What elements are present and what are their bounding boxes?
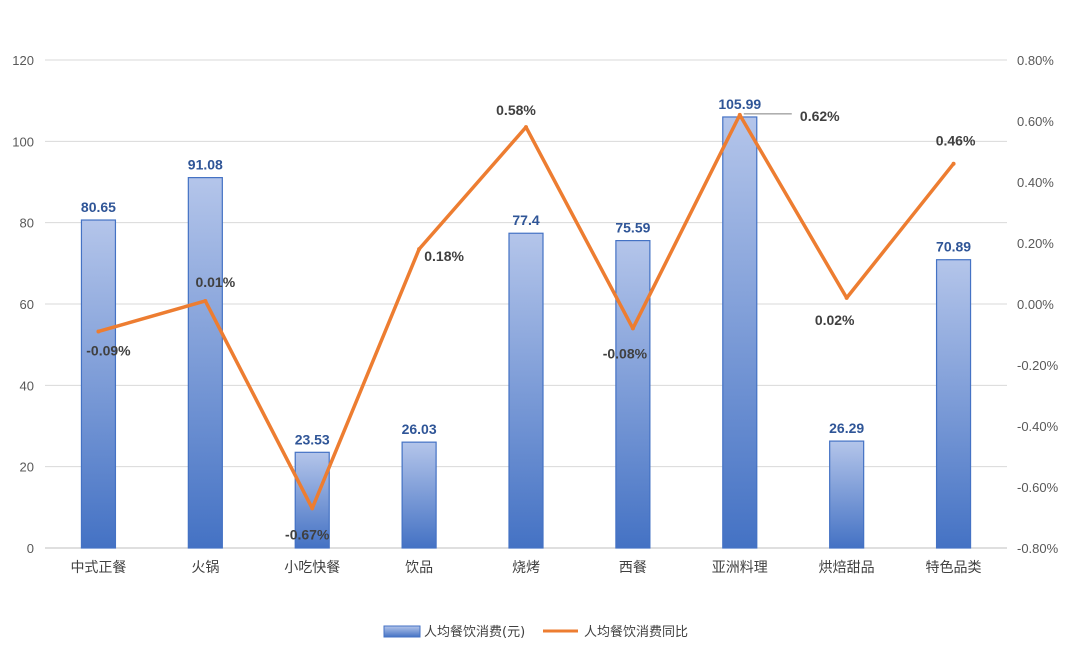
bar-data-label: 80.65 xyxy=(81,199,116,215)
line-point xyxy=(417,247,422,252)
category-label: 西餐 xyxy=(619,560,647,576)
category-label: 亚洲料理 xyxy=(712,560,768,576)
bar-data-label: 23.53 xyxy=(295,431,330,447)
bar xyxy=(615,240,651,549)
right-tick-label: -0.20% xyxy=(1017,358,1059,373)
right-tick-label: -0.60% xyxy=(1017,480,1059,495)
bar-data-label: 105.99 xyxy=(718,96,761,112)
bar xyxy=(401,441,437,549)
category-label: 中式正餐 xyxy=(70,560,126,576)
right-tick-label: -0.80% xyxy=(1017,541,1059,556)
line-data-label: -0.09% xyxy=(86,342,131,358)
line-data-label: 0.62% xyxy=(800,108,840,124)
left-tick-label: 120 xyxy=(12,53,34,68)
bar-data-label: 75.59 xyxy=(615,220,650,236)
line-data-label: -0.67% xyxy=(285,526,330,542)
right-tick-label: 0.80% xyxy=(1017,53,1054,68)
category-label: 小吃快餐 xyxy=(284,560,340,576)
bar xyxy=(829,440,865,549)
line-point xyxy=(737,112,742,117)
category-label: 特色品类 xyxy=(926,559,982,576)
legend-line-label: 人均餐饮消费同比 xyxy=(584,624,688,640)
legend-bar-label: 人均餐饮消费(元) xyxy=(424,624,525,640)
bar xyxy=(80,219,117,549)
line-point xyxy=(310,506,315,511)
bar-series: 80.65 91.08 23.53 26.03 77.4 75.59 105.99 26.29… xyxy=(80,96,972,549)
bar-data-label: 91.08 xyxy=(188,157,223,173)
right-tick-label: 0.20% xyxy=(1017,236,1054,251)
bar-data-label: 77.4 xyxy=(512,212,539,228)
right-tick-label: 0.60% xyxy=(1017,114,1054,129)
left-tick-label: 40 xyxy=(20,378,34,393)
bar xyxy=(508,232,544,549)
category-label: 饮品 xyxy=(405,560,433,576)
right-y-axis: -0.80% -0.60% -0.40% -0.20% 0.00% 0.20% 0.40% 0… xyxy=(1017,53,1059,556)
category-label: 火锅 xyxy=(191,560,219,576)
left-tick-label: 100 xyxy=(12,134,34,149)
bar-data-label: 70.89 xyxy=(936,239,971,255)
line-point xyxy=(951,161,956,166)
x-axis: 中式正餐 火锅 小吃快餐 饮品 烧烤 西餐 亚洲料理 烘焙甜品 特色品类 xyxy=(70,559,981,576)
line-data-label: 0.58% xyxy=(496,102,536,118)
line-data-label: -0.08% xyxy=(603,345,648,361)
right-tick-label: 0.00% xyxy=(1017,297,1054,312)
left-y-axis: 0 20 40 60 80 100 120 xyxy=(12,53,34,556)
line-data-label: 0.01% xyxy=(195,274,235,290)
left-tick-label: 60 xyxy=(20,297,34,312)
line-data-label: 0.46% xyxy=(936,133,976,149)
category-label: 烘焙甜品 xyxy=(819,560,875,576)
bar xyxy=(722,116,758,549)
right-tick-label: -0.40% xyxy=(1017,419,1059,434)
left-tick-label: 80 xyxy=(20,216,34,231)
bar-data-label: 26.29 xyxy=(829,420,864,436)
legend: 人均餐饮消费(元) 人均餐饮消费同比 xyxy=(383,624,688,640)
bar xyxy=(935,259,972,549)
line-point xyxy=(524,125,528,130)
bar xyxy=(294,451,330,549)
left-tick-label: 0 xyxy=(27,541,34,556)
line-point xyxy=(630,326,635,331)
line-point xyxy=(844,295,849,300)
line-data-label: 0.02% xyxy=(815,312,855,328)
line-point xyxy=(203,298,208,303)
category-label: 烧烤 xyxy=(512,560,540,576)
bar xyxy=(187,177,223,549)
bar-data-label: 26.03 xyxy=(402,421,437,437)
left-tick-label: 20 xyxy=(20,460,34,475)
legend-bar-swatch xyxy=(383,625,421,638)
line-point xyxy=(96,329,101,334)
line-series: -0.09% 0.01% -0.67% 0.18% 0.58% -0.08% 0.62% 0.… xyxy=(86,102,976,542)
right-tick-label: 0.40% xyxy=(1017,175,1054,190)
line-data-label: 0.18% xyxy=(424,248,464,264)
